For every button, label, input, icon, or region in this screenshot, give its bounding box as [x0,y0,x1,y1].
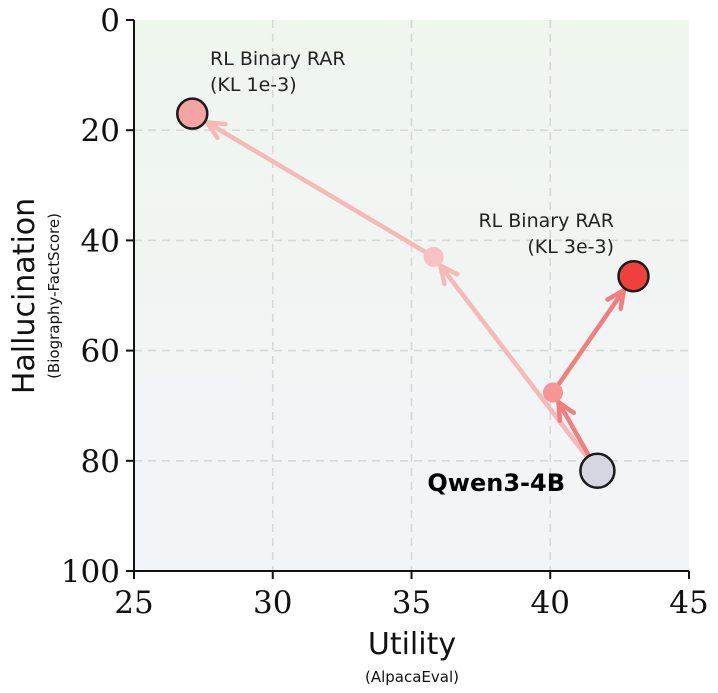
y-axis-subtitle: (Biography-FactScore) [45,213,63,379]
annotation-kl1e3-line1: RL Binary RAR [210,48,346,70]
y-tick-label: 0 [100,3,120,39]
y-tick-label: 40 [81,223,120,259]
trajectory-segment [204,120,427,254]
x-tick-label: 25 [114,585,153,621]
annotation-base-model: Qwen3-4B [427,469,565,497]
tick-labels: 25 30 35 40 45 0 20 40 60 80 100 [61,3,709,621]
x-axis-title: Utility [368,627,456,662]
x-tick-label: 30 [253,585,292,621]
x-tick-label: 45 [669,585,708,621]
trajectory-segment [438,263,589,458]
y-tick-label: 80 [81,444,120,480]
annotation-kl1e3-line2: (KL 1e-3) [210,74,297,96]
y-tick-label: 100 [61,554,120,590]
data-points [176,97,650,489]
arrowhead [204,120,228,141]
data-point-kl3e3-mid [543,382,564,403]
arrowhead [438,263,460,287]
y-axis-title: Hallucination [7,198,42,394]
trajectory-segment [557,287,627,386]
data-point-base [579,452,616,489]
annotation-kl3e3-line2: (KL 3e-3) [527,236,614,258]
x-tick-label: 40 [531,585,570,621]
data-point-kl1e3-end [176,97,209,130]
y-tick-label: 60 [81,334,120,370]
trajectory-segment [556,399,591,457]
x-axis-subtitle: (AlpacaEval) [365,668,459,686]
arrowhead [556,399,577,424]
x-tick-label: 35 [392,585,431,621]
trajectory-paths [204,120,627,458]
data-point-kl3e3-end [617,259,650,293]
annotation-kl3e3-line1: RL Binary RAR [478,210,614,232]
data-point-kl1e3-mid [423,246,444,267]
arrowhead [605,287,627,311]
y-tick-label: 20 [81,113,120,149]
